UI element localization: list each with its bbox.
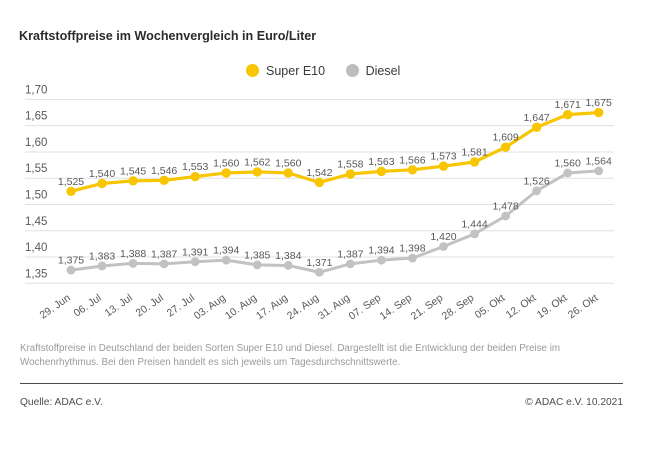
svg-text:1,383: 1,383 bbox=[89, 250, 115, 262]
svg-text:19. Okt: 19. Okt bbox=[535, 292, 570, 321]
svg-text:1,581: 1,581 bbox=[461, 146, 487, 158]
svg-text:1,573: 1,573 bbox=[430, 151, 456, 163]
svg-text:1,387: 1,387 bbox=[337, 248, 363, 260]
svg-text:1,546: 1,546 bbox=[151, 165, 177, 177]
svg-text:1,371: 1,371 bbox=[306, 257, 332, 269]
svg-text:1,384: 1,384 bbox=[275, 250, 301, 262]
svg-text:1,540: 1,540 bbox=[89, 168, 115, 180]
svg-text:1,671: 1,671 bbox=[555, 99, 581, 111]
svg-text:1,675: 1,675 bbox=[586, 97, 612, 109]
svg-text:28. Sep: 28. Sep bbox=[440, 292, 477, 323]
svg-text:14. Sep: 14. Sep bbox=[378, 292, 415, 323]
svg-text:13. Jul: 13. Jul bbox=[103, 292, 135, 320]
svg-text:05. Okt: 05. Okt bbox=[473, 292, 508, 321]
svg-text:1,609: 1,609 bbox=[492, 132, 518, 144]
svg-text:1,563: 1,563 bbox=[368, 156, 394, 168]
svg-text:31. Aug: 31. Aug bbox=[316, 292, 352, 322]
svg-text:1,50: 1,50 bbox=[25, 189, 47, 201]
svg-text:1,526: 1,526 bbox=[523, 175, 549, 187]
svg-text:24. Aug: 24. Aug bbox=[285, 292, 321, 322]
svg-text:1,647: 1,647 bbox=[523, 112, 549, 124]
svg-text:1,553: 1,553 bbox=[182, 161, 208, 173]
svg-text:1,394: 1,394 bbox=[213, 245, 239, 257]
svg-text:1,560: 1,560 bbox=[213, 157, 239, 169]
svg-text:1,420: 1,420 bbox=[430, 231, 456, 243]
svg-text:21. Sep: 21. Sep bbox=[409, 292, 446, 323]
svg-text:1,35: 1,35 bbox=[25, 268, 47, 280]
svg-text:1,391: 1,391 bbox=[182, 246, 208, 258]
svg-text:1,60: 1,60 bbox=[25, 137, 47, 149]
svg-text:1,558: 1,558 bbox=[337, 159, 363, 171]
svg-text:06. Jul: 06. Jul bbox=[72, 292, 104, 320]
svg-text:1,444: 1,444 bbox=[461, 218, 487, 230]
svg-text:1,70: 1,70 bbox=[25, 84, 47, 96]
svg-text:12. Okt: 12. Okt bbox=[504, 292, 539, 321]
svg-text:29. Jun: 29. Jun bbox=[38, 292, 73, 322]
svg-text:1,45: 1,45 bbox=[25, 216, 47, 228]
svg-text:26. Okt: 26. Okt bbox=[566, 292, 601, 321]
svg-text:03. Aug: 03. Aug bbox=[192, 292, 228, 322]
svg-text:1,542: 1,542 bbox=[306, 167, 332, 179]
svg-text:17. Aug: 17. Aug bbox=[254, 292, 290, 322]
svg-text:1,545: 1,545 bbox=[120, 165, 146, 177]
svg-text:1,387: 1,387 bbox=[151, 248, 177, 260]
svg-text:1,394: 1,394 bbox=[368, 245, 394, 257]
svg-text:1,398: 1,398 bbox=[399, 243, 425, 255]
svg-text:1,375: 1,375 bbox=[58, 255, 84, 267]
svg-text:1,562: 1,562 bbox=[244, 156, 270, 168]
svg-text:07. Sep: 07. Sep bbox=[347, 292, 384, 323]
svg-text:1,55: 1,55 bbox=[25, 163, 47, 175]
svg-text:27. Jul: 27. Jul bbox=[165, 292, 197, 320]
svg-text:1,385: 1,385 bbox=[244, 249, 270, 261]
svg-text:1,65: 1,65 bbox=[25, 111, 47, 123]
svg-text:1,560: 1,560 bbox=[555, 157, 581, 169]
svg-text:1,478: 1,478 bbox=[492, 201, 518, 213]
svg-text:1,525: 1,525 bbox=[58, 176, 84, 188]
svg-text:1,40: 1,40 bbox=[25, 242, 47, 254]
svg-text:1,388: 1,388 bbox=[120, 248, 146, 260]
svg-text:20. Jul: 20. Jul bbox=[134, 292, 166, 320]
svg-text:1,564: 1,564 bbox=[586, 155, 612, 167]
svg-text:1,560: 1,560 bbox=[275, 157, 301, 169]
svg-text:1,566: 1,566 bbox=[399, 154, 425, 166]
svg-text:10. Aug: 10. Aug bbox=[223, 292, 259, 322]
